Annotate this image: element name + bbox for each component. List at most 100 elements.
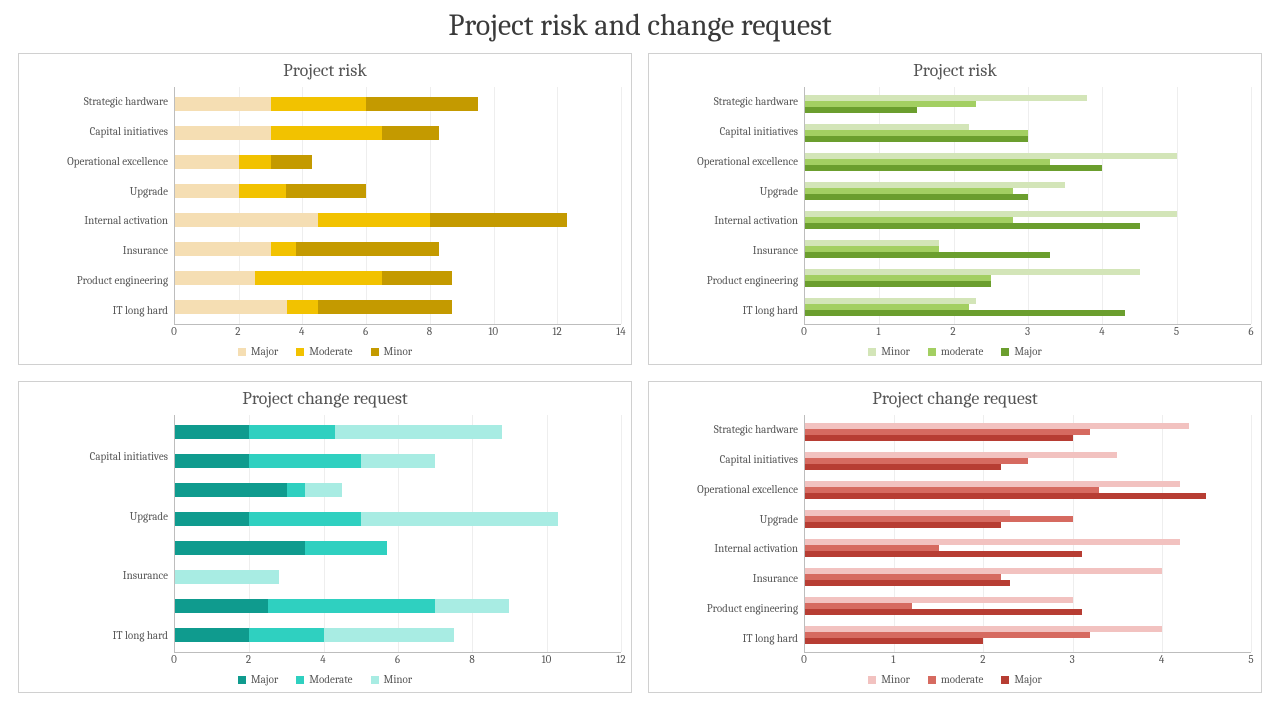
bar xyxy=(805,464,1001,470)
x-tick-label: 2 xyxy=(235,325,240,338)
chart-row xyxy=(175,483,621,497)
category-label: Internal activation xyxy=(29,215,168,226)
x-tick-label: 12 xyxy=(616,653,625,666)
chart-row xyxy=(805,124,1251,142)
bar xyxy=(805,580,1010,586)
x-tick-label: 0 xyxy=(801,653,807,666)
legend-item: Minor xyxy=(868,345,910,358)
category-label: Capital initiatives xyxy=(29,126,168,137)
x-tick-label: 4 xyxy=(1099,325,1104,338)
category-label: Strategic hardware xyxy=(29,96,168,107)
x-tick-label: 5 xyxy=(1248,653,1253,666)
x-tick-label: 14 xyxy=(616,325,625,338)
bar-segment xyxy=(318,213,430,227)
chart-row xyxy=(175,213,621,227)
bar xyxy=(805,493,1206,499)
bar-segment xyxy=(239,184,287,198)
bar xyxy=(805,252,1050,258)
x-tick-label: 6 xyxy=(363,325,368,338)
bar-segment xyxy=(335,425,502,439)
x-tick-label: 0 xyxy=(171,653,177,666)
bar-segment xyxy=(239,155,271,169)
legend-item: Moderate xyxy=(296,345,352,358)
bar-segment xyxy=(175,300,287,314)
category-label: Operational excellence xyxy=(29,156,168,167)
legend-label: Major xyxy=(251,673,278,686)
x-tick-label: 10 xyxy=(542,653,552,666)
category-label: Capital initiatives xyxy=(659,454,798,465)
legend: MajorModerateMinor xyxy=(29,345,621,358)
bar xyxy=(805,194,1028,200)
legend-item: Moderate xyxy=(296,673,352,686)
x-tick-label: 2 xyxy=(980,653,985,666)
legend-label: Major xyxy=(1014,673,1041,686)
chart-row xyxy=(805,240,1251,258)
x-tick-label: 2 xyxy=(950,325,955,338)
main-title: Project risk and change request xyxy=(18,8,1262,43)
chart-row xyxy=(175,271,621,285)
bar-segment xyxy=(361,454,435,468)
chart-row xyxy=(805,626,1251,644)
legend-label: Minor xyxy=(384,673,413,686)
legend-item: moderate xyxy=(928,345,983,358)
chart-row xyxy=(805,269,1251,287)
bar-segment xyxy=(435,599,509,613)
legend-swatch xyxy=(371,348,379,356)
chart-row xyxy=(175,628,621,642)
chart-row xyxy=(805,182,1251,200)
legend-label: Minor xyxy=(881,673,910,686)
legend-item: Major xyxy=(1001,673,1041,686)
bar-segment xyxy=(271,126,383,140)
bar-segment xyxy=(175,599,268,613)
legend: MinormoderateMajor xyxy=(659,673,1251,686)
category-label: Insurance xyxy=(659,245,798,256)
bar xyxy=(805,107,917,113)
category-label: Upgrade xyxy=(29,511,168,522)
x-tick-label: 8 xyxy=(427,325,432,338)
legend-swatch xyxy=(296,676,304,684)
bar-segment xyxy=(255,271,382,285)
bar xyxy=(805,609,1082,615)
chart-row xyxy=(805,481,1251,499)
legend-swatch xyxy=(1001,348,1009,356)
category-label: Product engineering xyxy=(659,603,798,614)
bar-segment xyxy=(175,483,287,497)
chart-grid: Project risk Strategic hardware Capital in… xyxy=(18,53,1262,693)
chart-row xyxy=(175,599,621,613)
bar xyxy=(805,281,991,287)
category-label: Upgrade xyxy=(29,186,168,197)
category-label: Upgrade xyxy=(659,186,798,197)
x-tick-label: 8 xyxy=(469,653,474,666)
bar-segment xyxy=(324,628,454,642)
chart-row xyxy=(175,184,621,198)
panel-top-right: Project riskStrategic hardwareCapital in… xyxy=(648,53,1262,365)
legend-item: Minor xyxy=(371,345,413,358)
chart-row xyxy=(175,300,621,314)
x-tick-label: 5 xyxy=(1174,325,1179,338)
category-label: Strategic hardware xyxy=(659,424,798,435)
chart-title: Project risk xyxy=(659,60,1251,81)
bar-segment xyxy=(175,425,249,439)
bar-segment xyxy=(175,126,271,140)
category-label: Upgrade xyxy=(659,514,798,525)
legend-label: Major xyxy=(1014,345,1041,358)
legend-label: Minor xyxy=(384,345,413,358)
x-tick-label: 1 xyxy=(876,325,880,338)
bar-segment xyxy=(175,628,249,642)
bar-segment xyxy=(305,541,387,555)
bar-segment xyxy=(287,483,306,497)
legend-label: moderate xyxy=(941,345,983,358)
chart-row xyxy=(175,454,621,468)
chart-title: Project change request xyxy=(659,388,1251,409)
legend-swatch xyxy=(371,676,379,684)
legend-swatch xyxy=(1001,676,1009,684)
category-label: Insurance xyxy=(29,245,168,256)
legend-swatch xyxy=(296,348,304,356)
bar-segment xyxy=(271,155,312,169)
chart-row xyxy=(805,510,1251,528)
category-label: Capital initiatives xyxy=(29,451,168,462)
chart-row xyxy=(805,423,1251,441)
bar-segment xyxy=(296,242,439,256)
legend: Minor moderate Major xyxy=(659,345,1251,358)
bar-segment xyxy=(271,97,367,111)
